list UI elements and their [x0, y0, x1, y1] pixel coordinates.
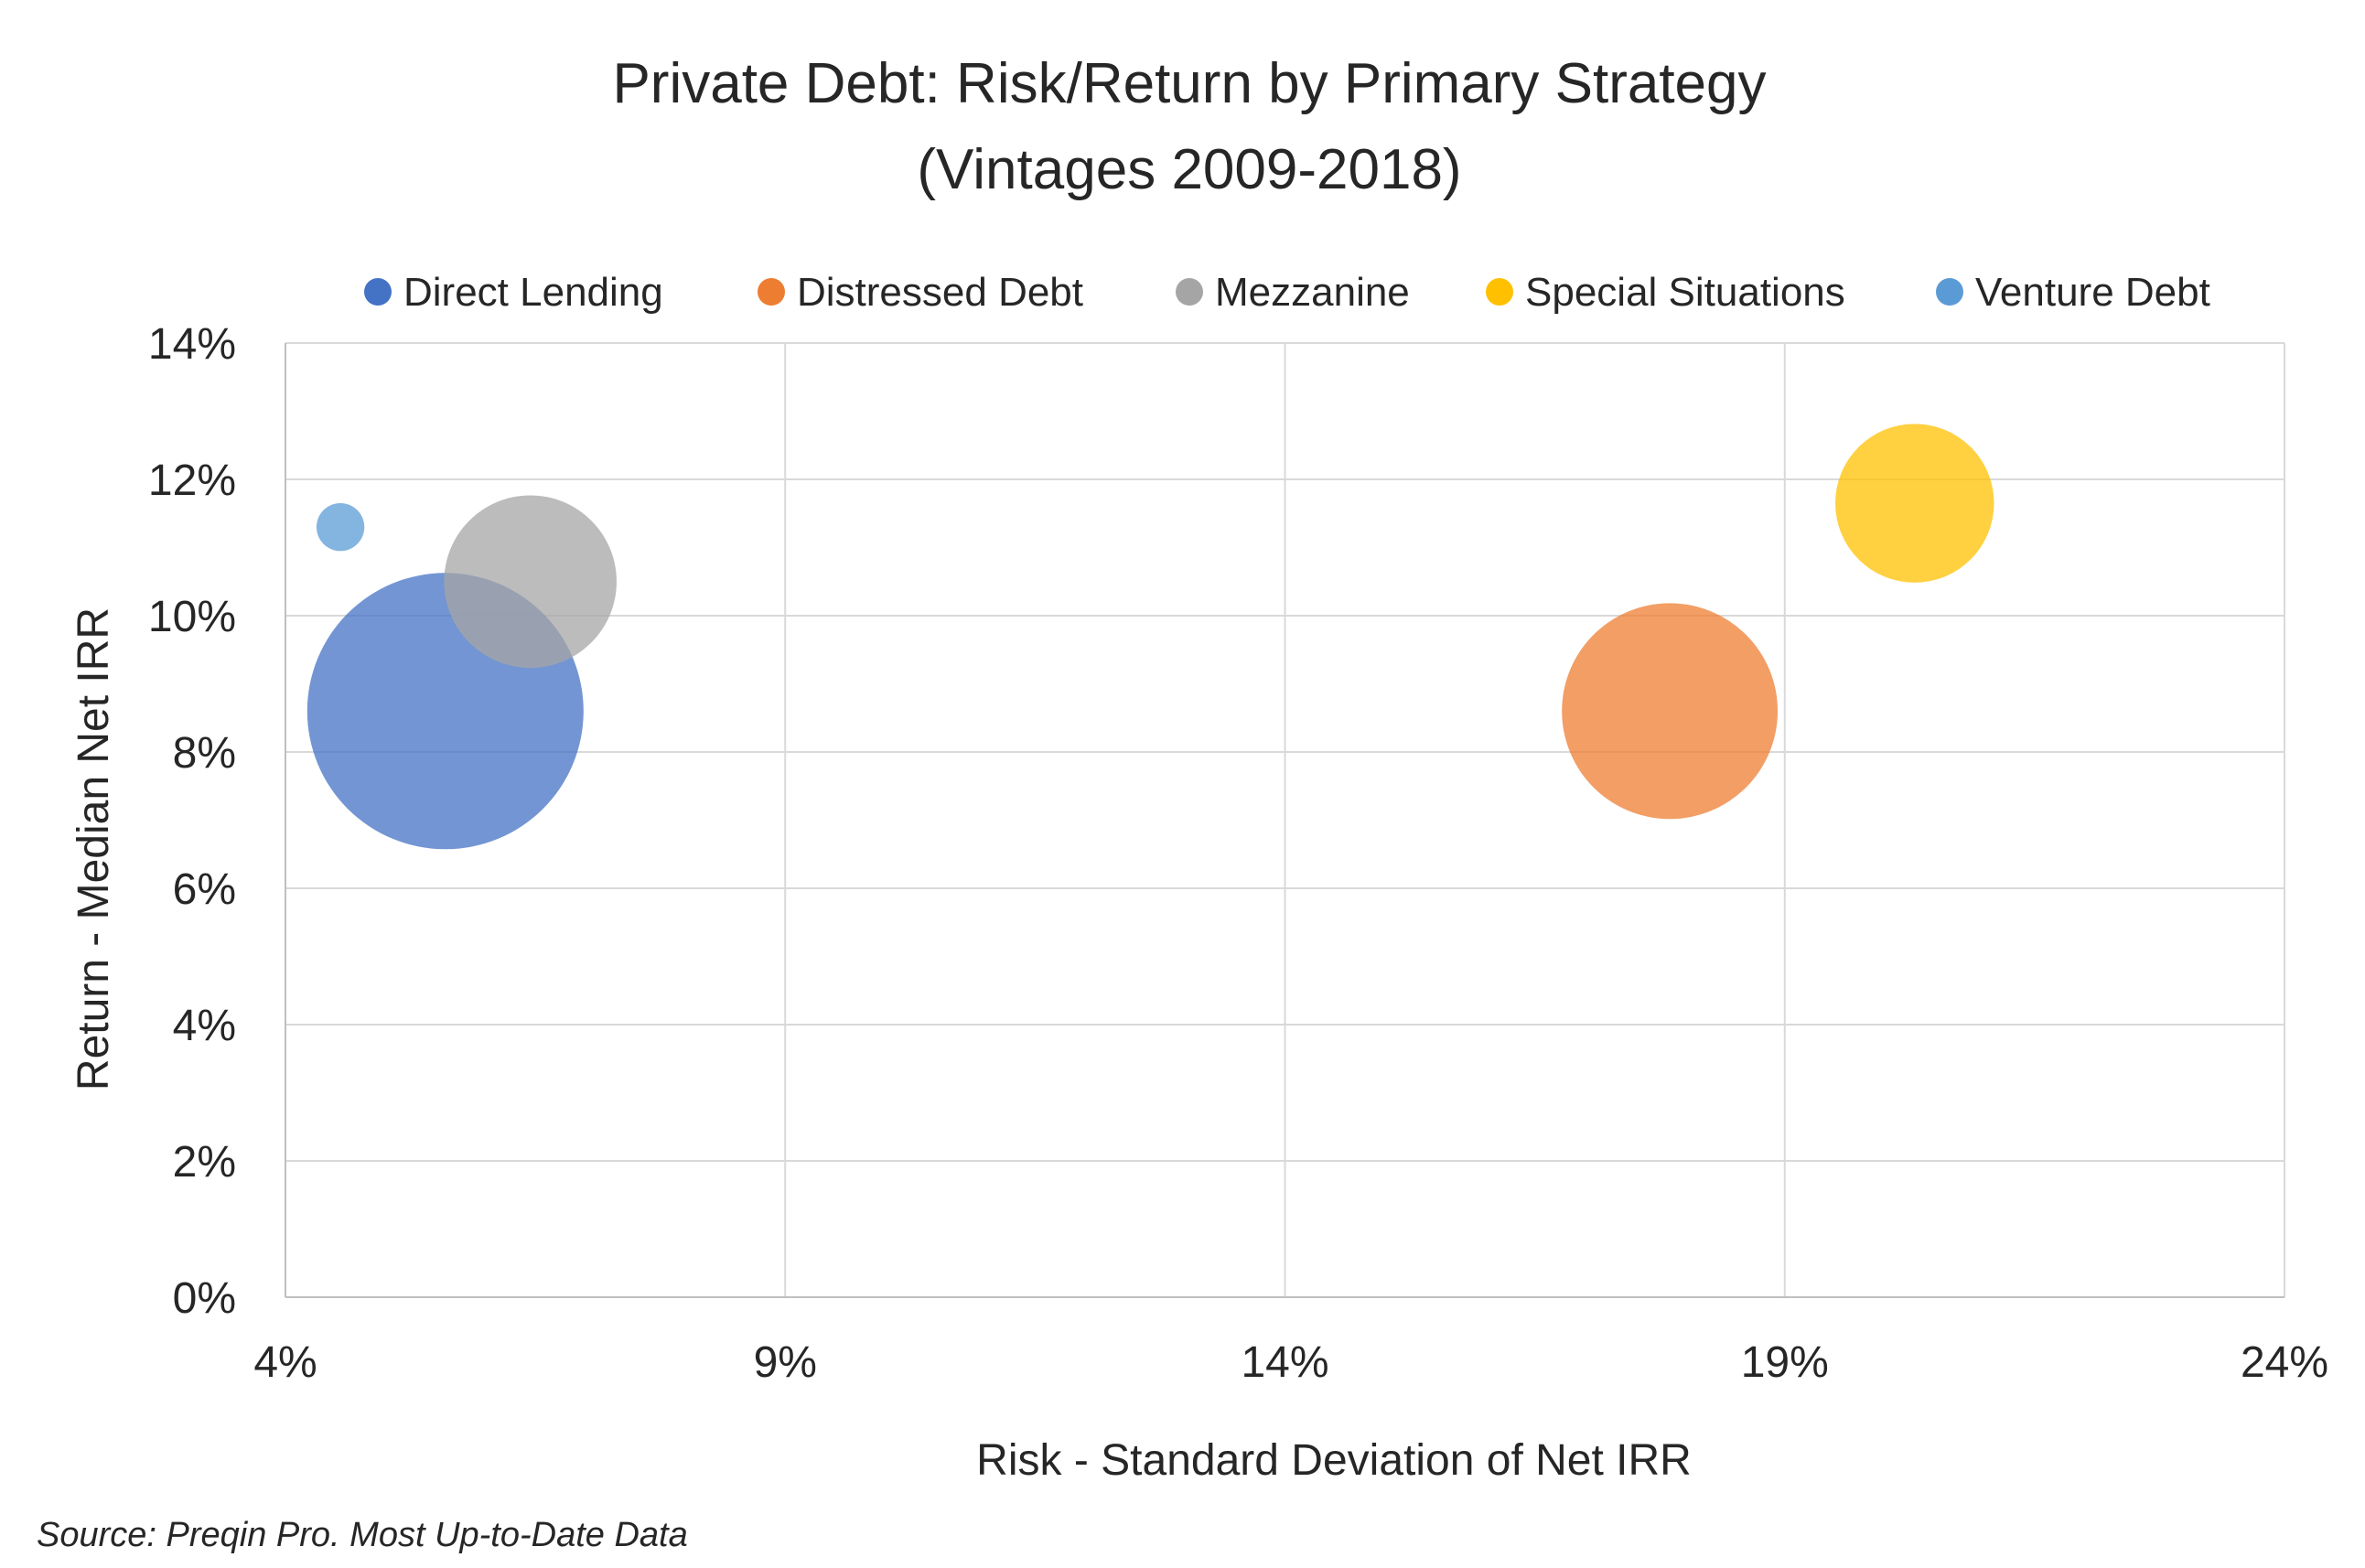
legend-label: Distressed Debt	[797, 270, 1083, 315]
y-tick-label: 6%	[173, 865, 236, 914]
legend-item-venture-debt: Venture Debt	[1936, 270, 2210, 315]
gridlines	[285, 342, 2285, 1298]
legend-marker	[1936, 278, 1963, 306]
legend-item-special-situations: Special Situations	[1486, 270, 1845, 315]
legend-marker	[758, 278, 785, 306]
x-tick-label: 14%	[1241, 1338, 1328, 1387]
legend-label: Special Situations	[1525, 270, 1845, 315]
y-tick-label: 10%	[148, 593, 236, 641]
x-tick-label: 9%	[754, 1338, 817, 1387]
chart-title-line1: Private Debt: Risk/Return by Primary Str…	[612, 52, 1766, 115]
y-tick-label: 4%	[173, 1002, 236, 1050]
x-axis-ticks: 4% 9% 14% 19% 24%	[253, 1338, 2328, 1387]
legend-label: Mezzanine	[1215, 270, 1410, 315]
bubble-mezzanine	[444, 495, 617, 669]
bubble-special-situations	[1835, 424, 1994, 583]
bubble-distressed-debt	[1562, 603, 1779, 820]
y-tick-label: 8%	[173, 729, 236, 778]
legend-item-direct-lending: Direct Lending	[364, 270, 663, 315]
legend-marker	[1176, 278, 1203, 306]
legend-item-distressed-debt: Distressed Debt	[758, 270, 1083, 315]
x-axis-label: Risk - Standard Deviation of Net IRR	[976, 1436, 1692, 1485]
x-tick-label: 24%	[2241, 1338, 2328, 1387]
legend-label: Venture Debt	[1975, 270, 2210, 315]
legend: Direct Lending Distressed Debt Mezzanine Sp…	[364, 270, 2210, 315]
source-note: Source: Preqin Pro. Most Up-to-Date Data	[37, 1516, 688, 1554]
legend-marker	[1486, 278, 1513, 306]
y-tick-label: 14%	[148, 320, 236, 369]
y-axis-label: Return - Median Net IRR	[70, 607, 118, 1090]
legend-label: Direct Lending	[403, 270, 663, 315]
x-tick-label: 4%	[253, 1338, 317, 1387]
y-tick-label: 2%	[173, 1138, 236, 1187]
y-tick-label: 0%	[173, 1274, 236, 1323]
legend-marker	[364, 278, 392, 306]
chart-title-line2: (Vintages 2009-2018)	[917, 138, 1461, 201]
legend-item-mezzanine: Mezzanine	[1176, 270, 1410, 315]
x-tick-label: 19%	[1741, 1338, 1829, 1387]
y-axis-ticks: 0% 2% 4% 6% 8% 10% 12% 14%	[148, 320, 236, 1323]
bubble-venture-debt	[316, 502, 365, 552]
bubbles	[306, 424, 1994, 850]
y-tick-label: 12%	[148, 456, 236, 505]
